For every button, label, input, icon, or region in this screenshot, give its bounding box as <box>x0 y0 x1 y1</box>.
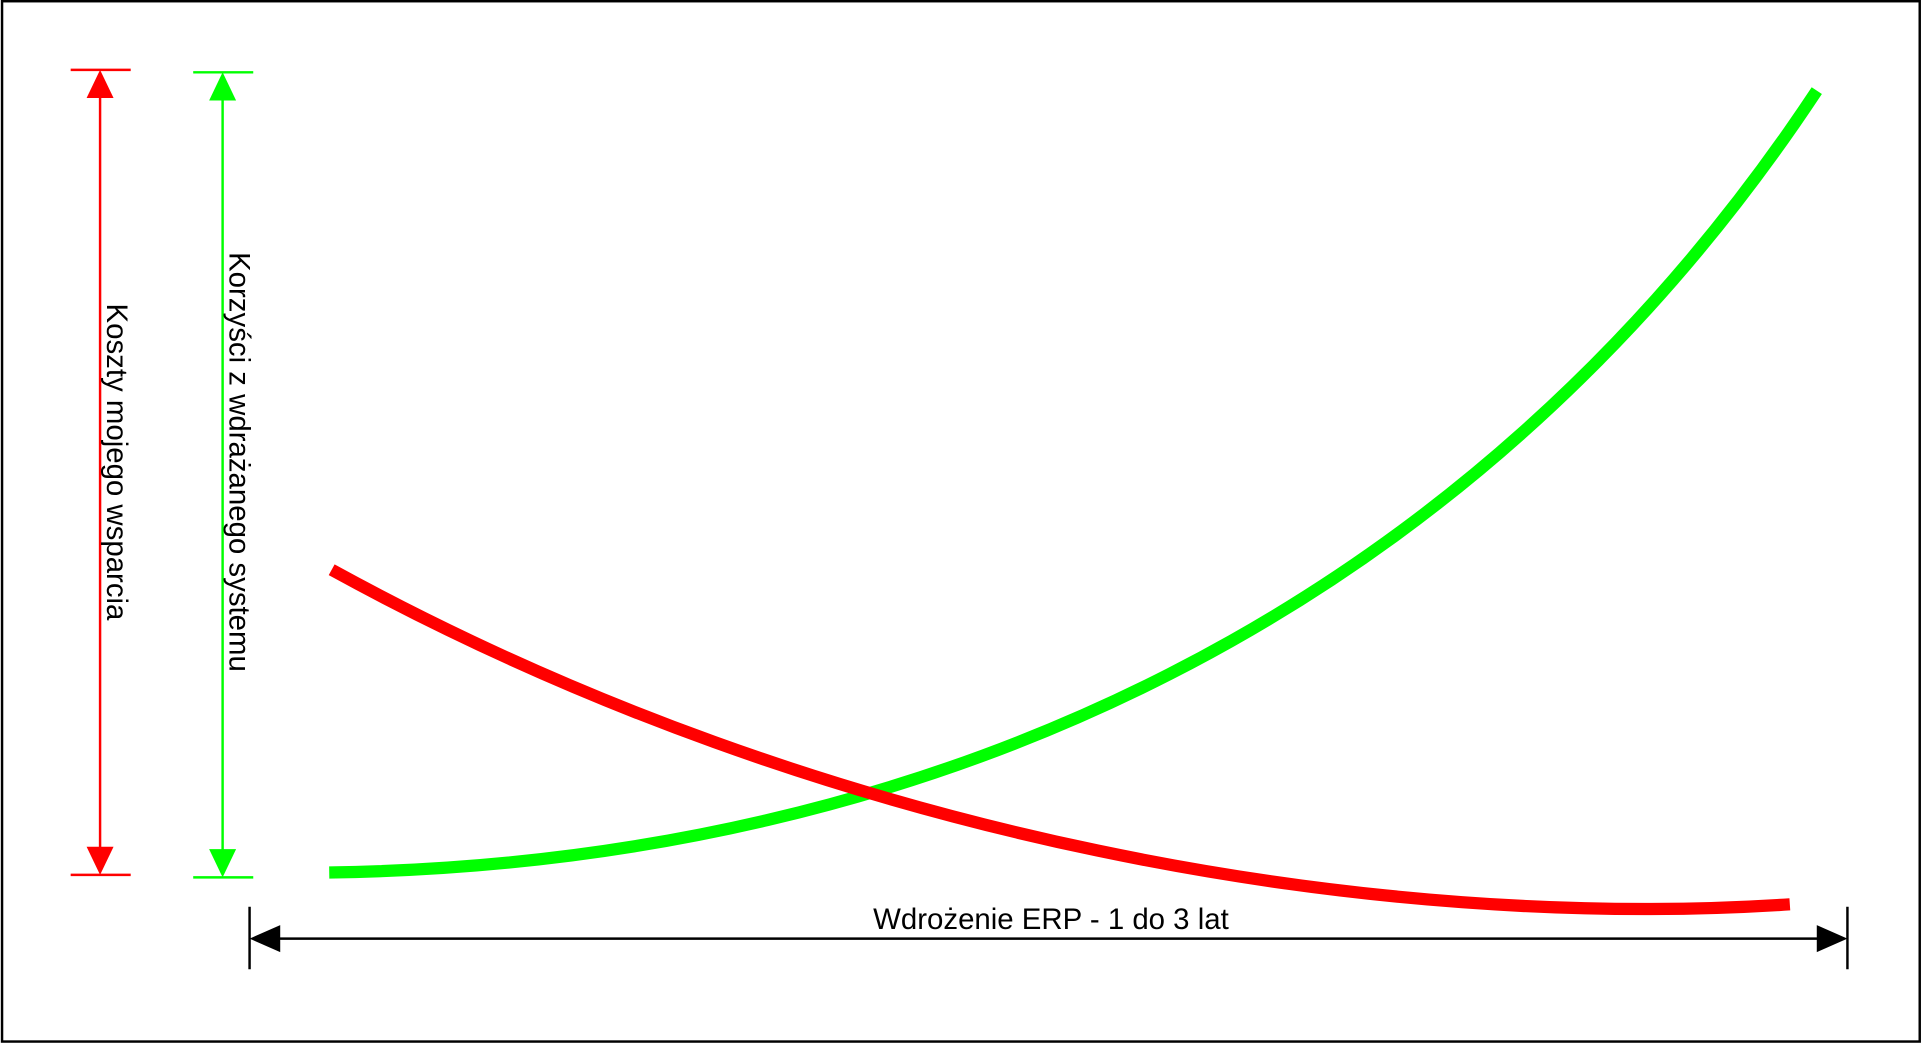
benefit-curve <box>329 87 1822 879</box>
arrowhead <box>209 849 237 878</box>
arrowhead <box>249 925 281 953</box>
arrowhead <box>86 69 114 99</box>
benefit-label: Korzyści z wdrażanego systemu <box>223 252 256 672</box>
timeline-arrow <box>248 906 1849 970</box>
cost-label: Koszty mojego wsparcia <box>100 304 133 622</box>
cost-curve <box>328 564 1791 916</box>
timeline-label: Wdrożenie ERP - 1 do 3 lat <box>873 903 1229 936</box>
cost-arrow <box>70 68 131 877</box>
arrowhead <box>86 846 114 875</box>
arrowhead <box>209 72 237 101</box>
benefit-arrow <box>193 71 254 879</box>
arrowhead <box>1816 925 1848 953</box>
